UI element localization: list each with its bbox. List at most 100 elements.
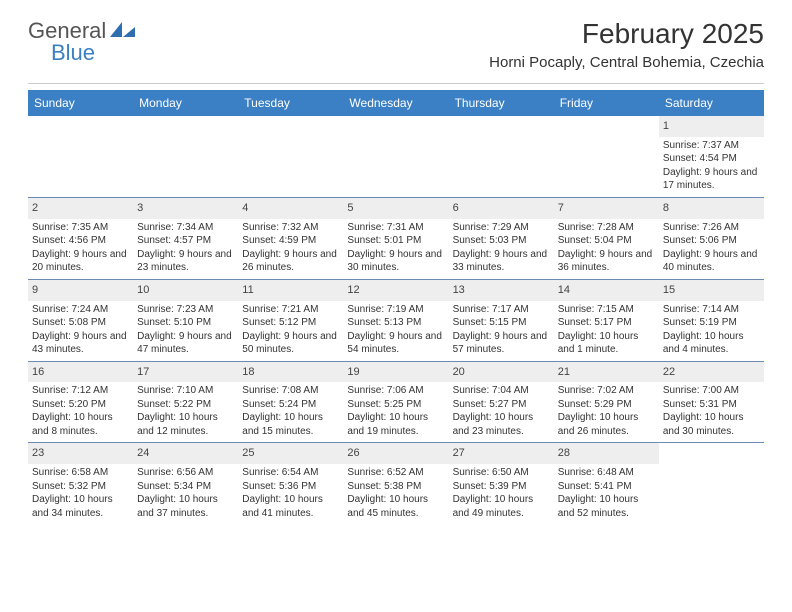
day-cell: 16Sunrise: 7:12 AMSunset: 5:20 PMDayligh…: [28, 362, 133, 443]
day-number: 15: [659, 280, 764, 301]
day-info: Sunrise: 7:29 AMSunset: 5:03 PMDaylight:…: [449, 221, 554, 279]
day-number: 25: [238, 443, 343, 464]
day-number: 14: [554, 280, 659, 301]
day-info: Sunrise: 7:02 AMSunset: 5:29 PMDaylight:…: [554, 384, 659, 442]
day-info: Sunrise: 7:10 AMSunset: 5:22 PMDaylight:…: [133, 384, 238, 442]
day-cell: [238, 116, 343, 197]
day-cell: 13Sunrise: 7:17 AMSunset: 5:15 PMDayligh…: [449, 280, 554, 361]
day-number: 5: [343, 198, 448, 219]
day-cell: 1Sunrise: 7:37 AMSunset: 4:54 PMDaylight…: [659, 116, 764, 197]
day-number: 13: [449, 280, 554, 301]
day-cell: 28Sunrise: 6:48 AMSunset: 5:41 PMDayligh…: [554, 443, 659, 524]
title-block: February 2025 Horni Pocaply, Central Boh…: [489, 18, 764, 71]
logo: General Blue: [28, 18, 136, 44]
month-title: February 2025: [489, 18, 764, 50]
day-cell: 19Sunrise: 7:06 AMSunset: 5:25 PMDayligh…: [343, 362, 448, 443]
day-info: Sunrise: 7:06 AMSunset: 5:25 PMDaylight:…: [343, 384, 448, 442]
day-number: 18: [238, 362, 343, 383]
day-info: Sunrise: 7:00 AMSunset: 5:31 PMDaylight:…: [659, 384, 764, 442]
day-number: 27: [449, 443, 554, 464]
day-info: Sunrise: 7:12 AMSunset: 5:20 PMDaylight:…: [28, 384, 133, 442]
day-info: Sunrise: 7:04 AMSunset: 5:27 PMDaylight:…: [449, 384, 554, 442]
day-number: 16: [28, 362, 133, 383]
day-number: 7: [554, 198, 659, 219]
day-info: Sunrise: 7:26 AMSunset: 5:06 PMDaylight:…: [659, 221, 764, 279]
day-cell: 2Sunrise: 7:35 AMSunset: 4:56 PMDaylight…: [28, 198, 133, 279]
day-info: Sunrise: 7:19 AMSunset: 5:13 PMDaylight:…: [343, 303, 448, 361]
day-cell: 24Sunrise: 6:56 AMSunset: 5:34 PMDayligh…: [133, 443, 238, 524]
day-cell: 14Sunrise: 7:15 AMSunset: 5:17 PMDayligh…: [554, 280, 659, 361]
day-cell: 10Sunrise: 7:23 AMSunset: 5:10 PMDayligh…: [133, 280, 238, 361]
dayname: Friday: [554, 90, 659, 116]
day-cell: 22Sunrise: 7:00 AMSunset: 5:31 PMDayligh…: [659, 362, 764, 443]
day-number: 3: [133, 198, 238, 219]
day-cell: 21Sunrise: 7:02 AMSunset: 5:29 PMDayligh…: [554, 362, 659, 443]
week-row: 23Sunrise: 6:58 AMSunset: 5:32 PMDayligh…: [28, 442, 764, 524]
day-number: 24: [133, 443, 238, 464]
day-number: 28: [554, 443, 659, 464]
day-info: Sunrise: 7:37 AMSunset: 4:54 PMDaylight:…: [659, 139, 764, 197]
weeks-container: 1Sunrise: 7:37 AMSunset: 4:54 PMDaylight…: [28, 116, 764, 524]
day-cell: 5Sunrise: 7:31 AMSunset: 5:01 PMDaylight…: [343, 198, 448, 279]
day-cell: [28, 116, 133, 197]
dayname: Tuesday: [238, 90, 343, 116]
day-number: 17: [133, 362, 238, 383]
day-cell: 6Sunrise: 7:29 AMSunset: 5:03 PMDaylight…: [449, 198, 554, 279]
dayname-row: Sunday Monday Tuesday Wednesday Thursday…: [28, 90, 764, 116]
logo-word2: Blue: [51, 40, 95, 66]
day-info: Sunrise: 7:35 AMSunset: 4:56 PMDaylight:…: [28, 221, 133, 279]
dayname: Sunday: [28, 90, 133, 116]
day-cell: 23Sunrise: 6:58 AMSunset: 5:32 PMDayligh…: [28, 443, 133, 524]
day-cell: [133, 116, 238, 197]
day-number: 19: [343, 362, 448, 383]
day-cell: 17Sunrise: 7:10 AMSunset: 5:22 PMDayligh…: [133, 362, 238, 443]
day-info: Sunrise: 7:28 AMSunset: 5:04 PMDaylight:…: [554, 221, 659, 279]
day-info: Sunrise: 6:52 AMSunset: 5:38 PMDaylight:…: [343, 466, 448, 524]
header-divider: [28, 83, 764, 84]
day-info: Sunrise: 7:14 AMSunset: 5:19 PMDaylight:…: [659, 303, 764, 361]
day-cell: 25Sunrise: 6:54 AMSunset: 5:36 PMDayligh…: [238, 443, 343, 524]
day-info: Sunrise: 7:32 AMSunset: 4:59 PMDaylight:…: [238, 221, 343, 279]
day-info: Sunrise: 7:21 AMSunset: 5:12 PMDaylight:…: [238, 303, 343, 361]
calendar: Sunday Monday Tuesday Wednesday Thursday…: [28, 90, 764, 524]
day-info: Sunrise: 6:54 AMSunset: 5:36 PMDaylight:…: [238, 466, 343, 524]
day-number: 10: [133, 280, 238, 301]
day-info: Sunrise: 7:15 AMSunset: 5:17 PMDaylight:…: [554, 303, 659, 361]
dayname: Wednesday: [343, 90, 448, 116]
week-row: 9Sunrise: 7:24 AMSunset: 5:08 PMDaylight…: [28, 279, 764, 361]
day-cell: 15Sunrise: 7:14 AMSunset: 5:19 PMDayligh…: [659, 280, 764, 361]
day-cell: [343, 116, 448, 197]
dayname: Thursday: [449, 90, 554, 116]
day-cell: [659, 443, 764, 524]
week-row: 1Sunrise: 7:37 AMSunset: 4:54 PMDaylight…: [28, 116, 764, 197]
dayname: Monday: [133, 90, 238, 116]
day-cell: 20Sunrise: 7:04 AMSunset: 5:27 PMDayligh…: [449, 362, 554, 443]
day-cell: 8Sunrise: 7:26 AMSunset: 5:06 PMDaylight…: [659, 198, 764, 279]
day-cell: 3Sunrise: 7:34 AMSunset: 4:57 PMDaylight…: [133, 198, 238, 279]
day-info: Sunrise: 6:56 AMSunset: 5:34 PMDaylight:…: [133, 466, 238, 524]
day-number: 9: [28, 280, 133, 301]
day-info: Sunrise: 6:50 AMSunset: 5:39 PMDaylight:…: [449, 466, 554, 524]
day-info: Sunrise: 7:23 AMSunset: 5:10 PMDaylight:…: [133, 303, 238, 361]
day-info: Sunrise: 7:17 AMSunset: 5:15 PMDaylight:…: [449, 303, 554, 361]
day-number: 21: [554, 362, 659, 383]
day-cell: 26Sunrise: 6:52 AMSunset: 5:38 PMDayligh…: [343, 443, 448, 524]
day-number: 11: [238, 280, 343, 301]
day-cell: 27Sunrise: 6:50 AMSunset: 5:39 PMDayligh…: [449, 443, 554, 524]
day-info: Sunrise: 6:48 AMSunset: 5:41 PMDaylight:…: [554, 466, 659, 524]
day-number: 2: [28, 198, 133, 219]
day-cell: 12Sunrise: 7:19 AMSunset: 5:13 PMDayligh…: [343, 280, 448, 361]
day-number: 12: [343, 280, 448, 301]
location: Horni Pocaply, Central Bohemia, Czechia: [489, 54, 764, 71]
day-cell: [449, 116, 554, 197]
day-number: 22: [659, 362, 764, 383]
logo-sail-icon: [110, 20, 136, 43]
day-info: Sunrise: 6:58 AMSunset: 5:32 PMDaylight:…: [28, 466, 133, 524]
day-info: Sunrise: 7:31 AMSunset: 5:01 PMDaylight:…: [343, 221, 448, 279]
header: General Blue February 2025 Horni Pocaply…: [0, 0, 792, 79]
day-cell: [554, 116, 659, 197]
day-number: 6: [449, 198, 554, 219]
week-row: 16Sunrise: 7:12 AMSunset: 5:20 PMDayligh…: [28, 361, 764, 443]
day-cell: 9Sunrise: 7:24 AMSunset: 5:08 PMDaylight…: [28, 280, 133, 361]
day-cell: 18Sunrise: 7:08 AMSunset: 5:24 PMDayligh…: [238, 362, 343, 443]
